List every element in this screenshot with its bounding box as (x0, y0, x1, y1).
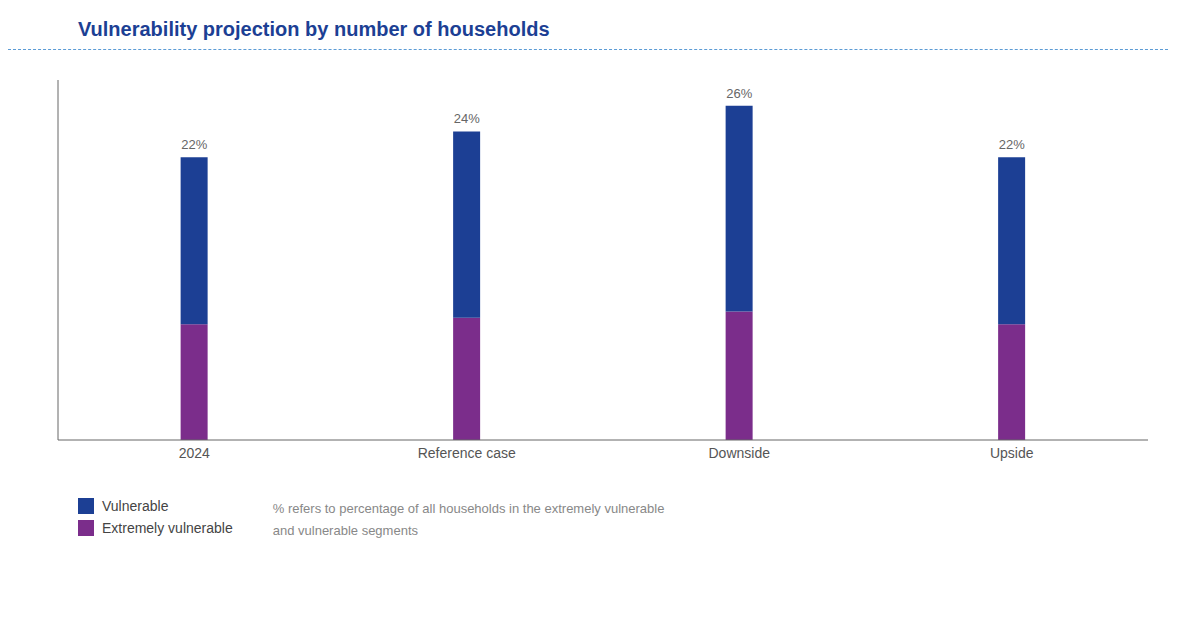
html-text:and vulnerable segments: and vulnerable segments (272, 523, 418, 539)
svg-text:26%: 26% (726, 86, 752, 101)
svg-text:22%: 22% (181, 137, 207, 152)
svg-text:24%: 24% (454, 111, 480, 126)
svg-text:Reference case: Reference case (418, 445, 516, 461)
html-text:% refers to percentage of all: % refers to percentage of all households… (272, 501, 665, 516)
svg-text:2024: 2024 (179, 445, 210, 461)
svg-text:22%: 22% (999, 137, 1025, 152)
svg-text:Downside: Downside (709, 445, 771, 461)
svg-text:Upside: Upside (990, 445, 1034, 461)
html-text:Vulnerability projection by nu: Vulnerability projection by number of ho… (78, 18, 550, 40)
html-text:Vulnerable: Vulnerable (102, 498, 169, 514)
html-text:Extremely vulnerable: Extremely vulnerable (102, 520, 233, 536)
